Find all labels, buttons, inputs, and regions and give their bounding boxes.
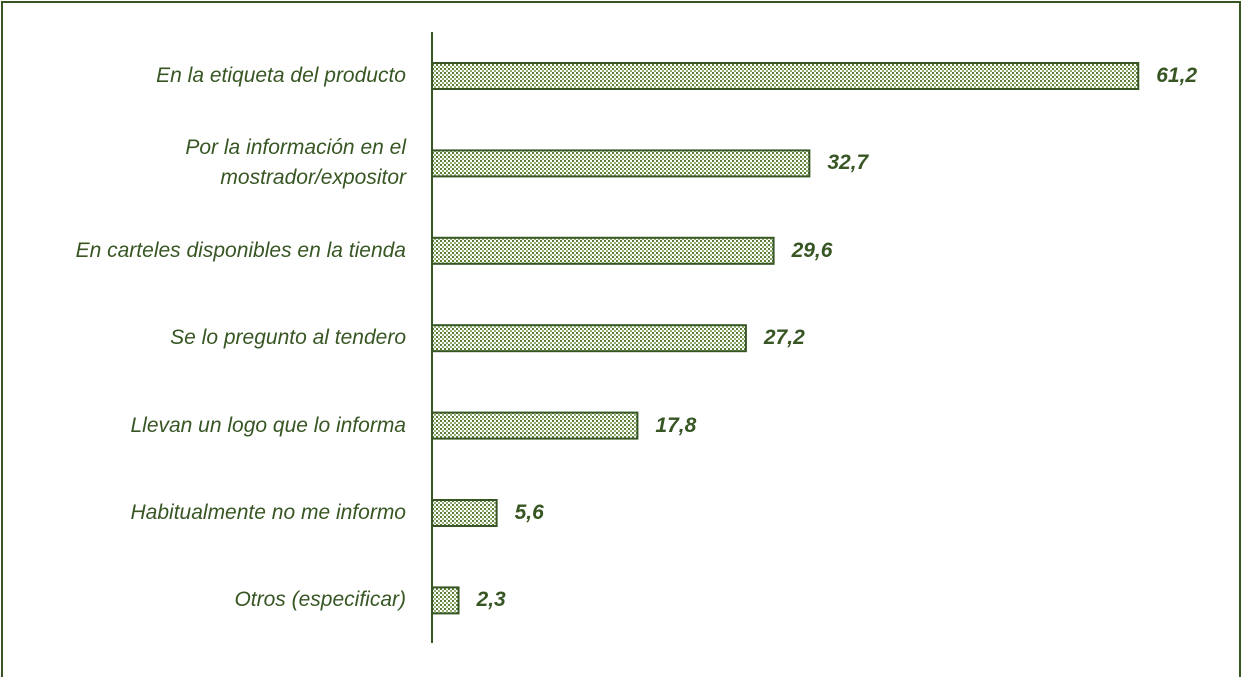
- value-label: 2,3: [476, 588, 506, 612]
- value-label: 5,6: [514, 501, 544, 524]
- bar: [431, 324, 747, 353]
- bar: [431, 62, 1140, 90]
- bar: [431, 411, 639, 440]
- category-label: Habitualmente no me informo: [130, 501, 406, 524]
- bar: [431, 499, 498, 527]
- value-label: 32,7: [827, 151, 869, 175]
- bar: [431, 149, 811, 178]
- value-label: 61,2: [1156, 64, 1198, 87]
- category-label: Se lo pregunto al tendero: [170, 326, 406, 350]
- value-label: 27,2: [763, 326, 805, 350]
- category-label: Otros (especificar): [234, 588, 406, 612]
- bar: [431, 236, 775, 265]
- value-label: 29,6: [791, 238, 833, 262]
- category-label: Llevan un logo que lo informa: [130, 413, 406, 437]
- category-label: En carteles disponibles en la tienda: [75, 238, 406, 262]
- value-label: 17,8: [655, 413, 697, 437]
- category-label: En la etiqueta del producto: [156, 64, 406, 87]
- category-label: Por la información en el mostrador/expos…: [185, 136, 406, 190]
- bar: [431, 586, 460, 615]
